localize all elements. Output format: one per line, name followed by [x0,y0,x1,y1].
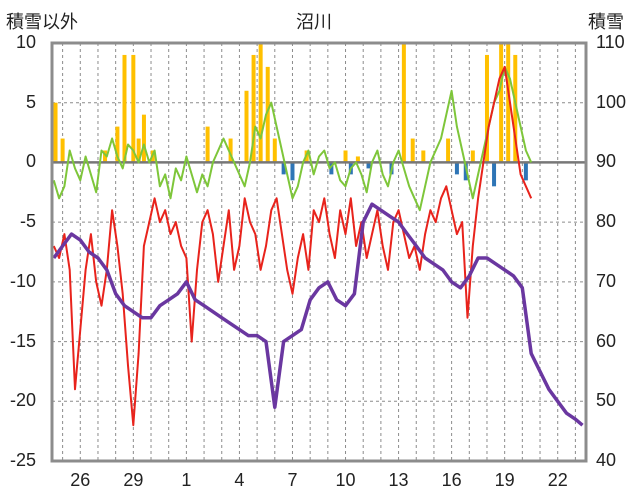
precip-bar [523,162,528,181]
precip-bar [492,162,497,187]
plot-frame [50,41,588,463]
precip-bar [205,126,210,163]
series-lines [52,65,584,427]
precip-bar [141,114,146,163]
right-tick-label: 110 [596,32,625,52]
series-line-temp-min [52,65,533,427]
precip-bar [122,54,127,163]
x-tick-label: 19 [494,470,515,490]
precip-bar [281,162,286,175]
x-tick-label: 7 [287,470,298,490]
precip-bar [329,162,334,175]
x-tick-label: 13 [388,470,409,490]
series-line-snow-depth [52,202,584,427]
right-tick-label: 70 [596,270,617,291]
x-tick-label: 26 [70,470,91,490]
precip-bar [401,43,406,163]
left-tick-label: 5 [25,91,36,112]
left-tick-label: -5 [19,211,36,232]
precip-bar [251,54,256,163]
left-tick-label: 10 [15,32,36,52]
precip-bar [60,138,65,163]
right-tick-label: 80 [596,211,617,232]
precip-bar [265,66,270,163]
x-tick-label: 1 [181,470,192,490]
right-tick-label: 100 [596,91,627,112]
x-tick-label: 10 [335,470,356,490]
left-tick-label: -10 [9,270,36,291]
chart-title: 沼川 [296,12,332,32]
precip-bar [366,162,371,169]
precip-bar [484,54,489,163]
precip-bar [499,43,504,163]
precip-bar [513,54,518,163]
right-axis-label: 積雪 [588,12,624,32]
right-tick-label: 40 [596,450,617,470]
precip-bar [258,43,263,163]
precip-bar [272,138,277,163]
left-tick-label: -20 [9,390,36,411]
precip-bar [228,138,233,163]
precip-bar [446,138,451,163]
left-tick-label: 0 [25,151,36,172]
precip-bar [103,150,108,163]
precip-bar [463,162,468,181]
precip-bar [244,90,249,163]
x-tick-label: 16 [441,470,462,490]
precip-bar [355,156,360,163]
precip-bar [410,138,415,163]
precip-bar [53,102,58,163]
precip-bar [470,150,475,163]
precip-bar [115,126,120,163]
x-tick-label: 22 [547,470,568,490]
right-tick-label: 90 [596,151,617,172]
left-tick-label: -25 [9,450,36,470]
left-axis-label: 積雪以外 [6,12,78,32]
right-tick-label: 50 [596,390,617,411]
x-tick-label: 29 [123,470,144,490]
precip-bars [53,43,528,187]
precip-bar [136,138,141,163]
precip-bar [506,43,511,163]
precip-bar [131,54,136,163]
precip-bar [421,150,426,163]
right-tick-label: 60 [596,330,617,351]
precip-bar [290,162,295,181]
series-line-temp-max [52,65,533,212]
x-tick-label: 4 [234,470,245,490]
precip-bar [454,162,459,175]
left-tick-label: -15 [9,330,36,351]
precip-bar [343,150,348,163]
